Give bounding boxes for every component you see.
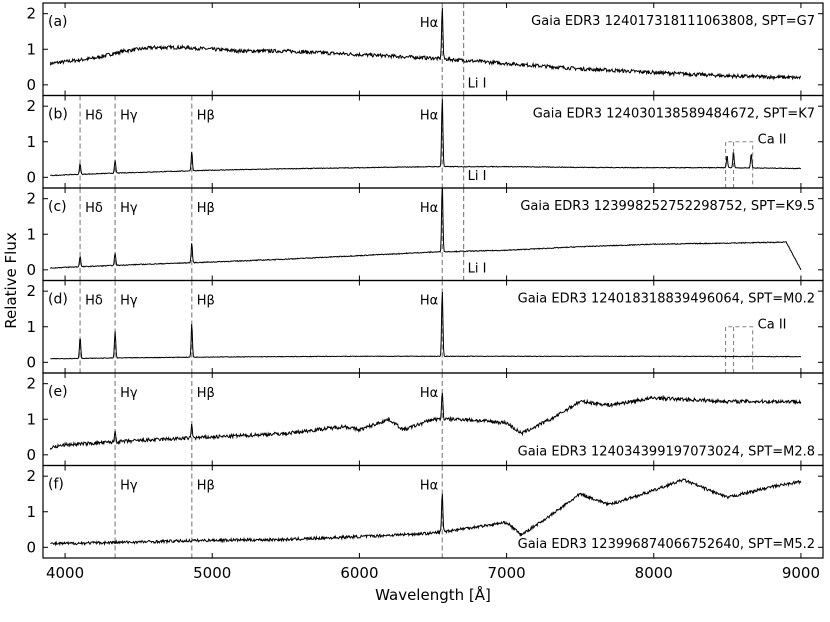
y-axis-title: Relative Flux <box>2 232 20 329</box>
line-label-CaII: Ca II <box>758 318 787 333</box>
x-tick-label: 4000 <box>46 564 84 582</box>
panel-title: Gaia EDR3 124018318839496064, SPT=M0.2 <box>518 292 815 307</box>
line-label-Hgamma: Hγ <box>120 294 138 309</box>
y-tick-label: 1 <box>26 503 36 521</box>
y-tick-label: 2 <box>26 375 36 393</box>
panel-label: (b) <box>48 107 68 123</box>
panel-e: 0 1 2 (e) Gaia EDR3 124034399197073024, SPT=… <box>26 372 824 467</box>
line-label-LiI: Li I <box>468 169 487 184</box>
line-label-Halpha: Hα <box>420 16 438 31</box>
spectrum-line <box>50 99 801 177</box>
y-tick-label: 1 <box>26 40 36 58</box>
panel-b: Ca II 0 1 2 (b) Gaia EDR3 124030138589484672,… <box>26 94 824 189</box>
line-label-Hgamma: Hγ <box>120 479 138 494</box>
line-label-LiI: Li I <box>468 77 487 92</box>
x-axis-title: Wavelength [Å] <box>375 585 491 604</box>
y-tick-label: 0 <box>26 446 36 464</box>
line-label-CaII: Ca II <box>758 133 787 148</box>
spectrum-line <box>49 188 802 271</box>
panel-d: Ca II 0 1 2 (d) Gaia EDR3 124018318839496064,… <box>26 279 824 374</box>
y-tick-label: 2 <box>26 467 36 485</box>
y-tick-label: 1 <box>26 225 36 243</box>
panel-label: (d) <box>48 292 68 308</box>
line-label-Hbeta: Hβ <box>197 386 215 401</box>
y-tick-label: 2 <box>26 97 36 115</box>
line-label-Hbeta: Hβ <box>197 109 215 124</box>
line-label-Halpha: Hα <box>420 479 438 494</box>
line-label-Halpha: Hα <box>420 109 438 124</box>
y-tick-label: 2 <box>26 190 36 208</box>
panel-label: (e) <box>48 384 68 400</box>
panel-label: (c) <box>48 199 67 215</box>
line-label-Halpha: Hα <box>420 201 438 216</box>
ca-ii-marker <box>725 141 754 188</box>
line-label-Hbeta: Hβ <box>197 479 215 494</box>
line-label-Hgamma: Hγ <box>120 201 138 216</box>
line-label-Hgamma: Hγ <box>120 109 138 124</box>
panel-title: Gaia EDR3 123998252752298752, SPT=K9.5 <box>520 199 815 214</box>
line-label-Hbeta: Hβ <box>197 201 215 216</box>
line-label-LiI: Li I <box>468 262 487 277</box>
spectrum-line <box>49 7 802 81</box>
panel-label: (f) <box>48 477 64 493</box>
line-label-Halpha: Hα <box>420 386 438 401</box>
y-tick-label: 0 <box>26 168 36 186</box>
line-label-Halpha: Hα <box>420 294 438 309</box>
x-tick-label: 6000 <box>340 564 378 582</box>
y-tick-label: 2 <box>26 282 36 300</box>
x-tick-label: 7000 <box>487 564 525 582</box>
line-label-Hdelta: Hδ <box>85 294 103 309</box>
y-tick-label: 0 <box>26 538 36 556</box>
panel-title: Gaia EDR3 123996874066752640, SPT=M5.2 <box>518 537 815 552</box>
spectrum-line <box>50 291 802 360</box>
y-tick-label: 1 <box>26 318 36 336</box>
panel-f: 0 1 2 (f) Gaia EDR3 123996874066752640, SPT=… <box>26 464 824 559</box>
x-tick-label: 9000 <box>782 564 820 582</box>
panel-title: Gaia EDR3 124017318111063808, SPT=G7 <box>531 14 815 29</box>
y-tick-label: 0 <box>26 261 36 279</box>
panel-title: Gaia EDR3 124034399197073024, SPT=M2.8 <box>518 445 815 460</box>
line-label-Hdelta: Hδ <box>85 109 103 124</box>
panel-label: (a) <box>48 14 68 30</box>
x-tick-labels: 4000 5000 6000 7000 8000 9000 <box>46 564 820 582</box>
panel-c: 0 1 2 (c) Gaia EDR3 123998252752298752, SPT=… <box>26 187 824 282</box>
ca-ii-marker <box>725 326 754 373</box>
y-tick-label: 0 <box>26 353 36 371</box>
spectrum-line <box>50 478 802 547</box>
line-label-Hdelta: Hδ <box>85 201 103 216</box>
x-tick-label: 8000 <box>635 564 673 582</box>
y-tick-label: 0 <box>26 76 36 94</box>
panels-group: 0 1 2 (a) Gaia EDR3 124017318111063808, SPT=… <box>26 2 824 559</box>
panel-a: 0 1 2 (a) Gaia EDR3 124017318111063808, SPT=… <box>26 2 824 97</box>
line-label-Hbeta: Hβ <box>197 294 215 309</box>
line-label-Hgamma: Hγ <box>120 386 138 401</box>
x-tick-label: 5000 <box>193 564 231 582</box>
panel-title: Gaia EDR3 124030138589484672, SPT=K7 <box>533 107 815 122</box>
y-tick-label: 1 <box>26 133 36 151</box>
y-tick-label: 2 <box>26 5 36 23</box>
y-tick-label: 1 <box>26 410 36 428</box>
spectrum-line <box>49 392 802 451</box>
